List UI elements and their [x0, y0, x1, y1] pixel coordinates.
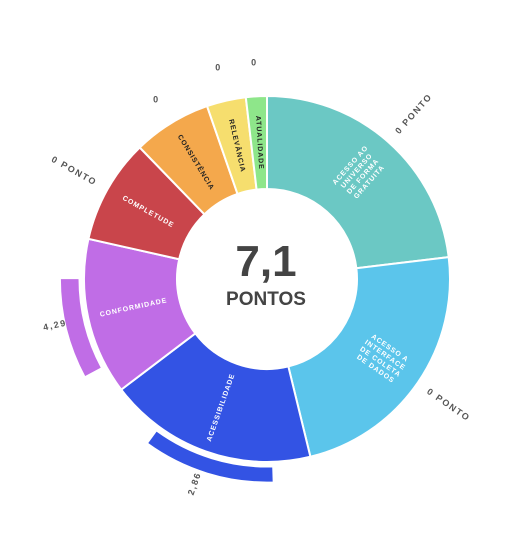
score-label-completude: 0 PONTO [50, 154, 99, 187]
score-label-acessibilidade: 2,86 [186, 471, 203, 497]
score-label-acesso-a-interface-de-coleta-de-dados: 0 PONTO [425, 386, 472, 423]
score-bar-conformidade [59, 278, 103, 378]
score-label-acesso-ao-universo-de-forma-gratuita: 0 PONTO [393, 91, 434, 135]
score-bar-acessibilidade [146, 430, 274, 483]
total-score-unit: PONTOS [226, 289, 306, 310]
slice-label-atualidade: ATUALIDADE [254, 116, 264, 170]
slice-acessibilidade [119, 332, 312, 463]
total-score-value: 7,1 [235, 237, 297, 286]
slice-label-line: ATUALIDADE [254, 116, 264, 170]
score-label-conformidade: 4,29 [42, 318, 68, 333]
slice-acesso-a-interface-de-coleta-de-dados [287, 256, 451, 458]
slice-conformidade [83, 237, 197, 392]
slice-acesso-ao-universo-de-forma-gratuita [266, 94, 450, 270]
score-label-relevancia: 0 [215, 62, 222, 72]
score-label-consistencia: 0 [153, 94, 160, 104]
score-label-atualidade: 0 [251, 57, 258, 67]
slice-atualidade [244, 94, 268, 191]
